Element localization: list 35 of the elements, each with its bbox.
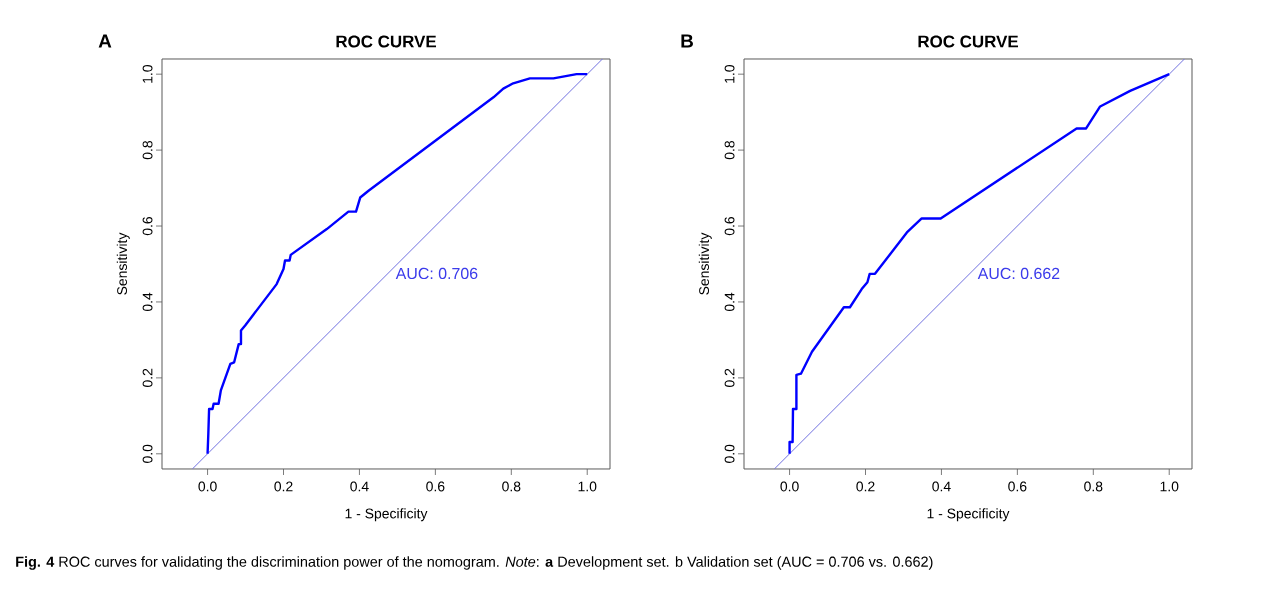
y-tick-label: 0.4 bbox=[724, 292, 735, 312]
y-tick-label: 0.4 bbox=[142, 292, 153, 312]
y-tick-label: 0.0 bbox=[142, 444, 153, 463]
y-tick-label: 0.6 bbox=[142, 216, 153, 236]
annotation: AUC: 0.706 bbox=[395, 267, 478, 280]
text: Fig. 4 ROC curves for validating the discrimination power of the nomogram. Note: a Development set. b Validation set (AUC = 0.706 vs. 0.662) bbox=[16, 556, 933, 570]
x-tick-label: 0.8 bbox=[1084, 481, 1103, 492]
x-tick-label: 0.0 bbox=[198, 481, 217, 492]
chart-title: ROC CURVE bbox=[336, 35, 437, 48]
y-tick-label: 0.6 bbox=[724, 216, 735, 236]
x-tick-label: 0.4 bbox=[932, 481, 951, 492]
x-tick-label: 1.0 bbox=[578, 481, 597, 492]
y-tick-label: 0.2 bbox=[724, 368, 735, 388]
text: B bbox=[681, 34, 693, 48]
x-tick-label: 1.0 bbox=[1160, 481, 1179, 492]
y-tick-label: 1.0 bbox=[142, 65, 153, 83]
chart-title: ROC CURVE bbox=[918, 35, 1019, 48]
x-tick-label: 0.2 bbox=[274, 481, 293, 492]
x-axis-title: 1 - Specificity bbox=[927, 508, 1010, 522]
x-tick-label: 0.6 bbox=[1008, 481, 1027, 492]
x-tick-label: 0.8 bbox=[502, 481, 521, 492]
y-tick-label: 0.8 bbox=[724, 141, 735, 160]
x-tick-label: 0.0 bbox=[780, 481, 799, 492]
x-tick-label: 0.4 bbox=[350, 481, 369, 492]
x-axis-title: 1 - Specificity bbox=[345, 508, 428, 522]
annotation: AUC: 0.662 bbox=[977, 267, 1060, 280]
x-tick-label: 0.6 bbox=[426, 481, 445, 492]
text: A bbox=[98, 34, 112, 48]
x-tick-label: 0.2 bbox=[856, 481, 875, 492]
y-axis-title: Sensitivity bbox=[116, 232, 130, 295]
y-axis-title: Sensitivity bbox=[698, 232, 712, 295]
y-tick-label: 0.2 bbox=[142, 368, 153, 388]
y-tick-label: 1.0 bbox=[724, 65, 735, 83]
y-tick-label: 0.0 bbox=[724, 444, 735, 463]
y-tick-label: 0.8 bbox=[142, 141, 153, 160]
